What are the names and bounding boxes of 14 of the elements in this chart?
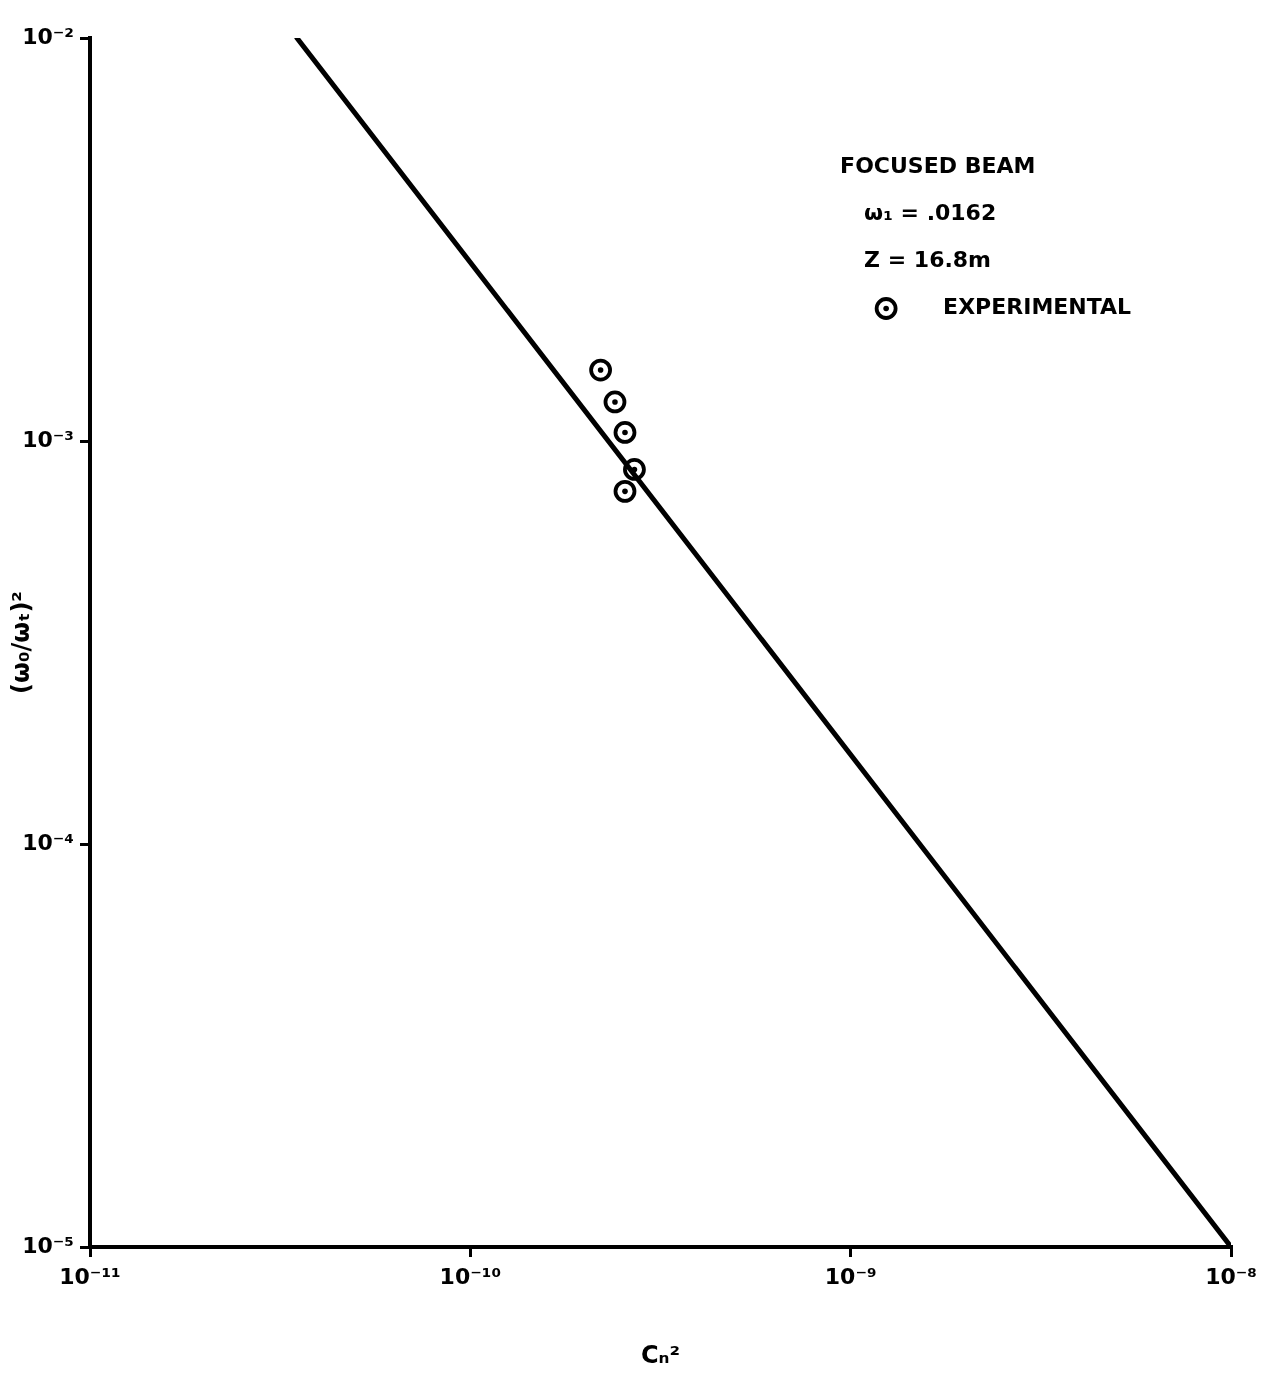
y-axis-title: (ω₀/ωₜ)²	[6, 591, 35, 694]
y-tick-label: 10⁻²	[22, 23, 74, 49]
y-tick-label: 10⁻³	[22, 426, 74, 452]
x-axis-title: Cₙ²	[641, 1340, 681, 1369]
x-tick-label: 10⁻¹¹	[59, 1263, 121, 1289]
x-tick-label: 10⁻¹⁰	[439, 1263, 502, 1289]
x-tick-label: 10⁻⁸	[1205, 1263, 1258, 1289]
x-tick-label: 10⁻⁹	[824, 1263, 877, 1289]
annotation: Z = 16.8m	[864, 247, 992, 273]
y-tick-label: 10⁻⁵	[22, 1232, 74, 1258]
annotation: ω₁ = .0162	[864, 200, 997, 226]
legend-label: EXPERIMENTAL	[943, 294, 1132, 320]
y-tick-label: 10⁻⁴	[22, 829, 74, 855]
legend-title: FOCUSED BEAM	[840, 153, 1036, 179]
